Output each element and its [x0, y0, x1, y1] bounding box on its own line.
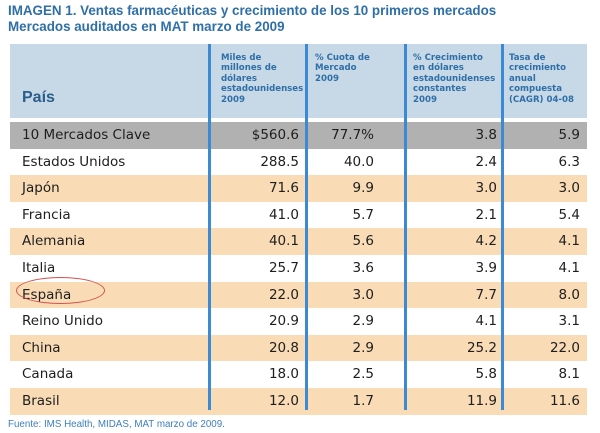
cell-cuota: 2.9 [352, 313, 374, 330]
table-row: Italia 25.7 3.6 3.9 4.1 [10, 255, 587, 282]
cell-crecimiento: 5.8 [475, 366, 497, 383]
header-line: 2009 [315, 73, 339, 84]
cell-pais: 10 Mercados Clave [22, 127, 151, 143]
header-ventas: Miles de millones de dólares estadounide… [221, 53, 303, 105]
cell-pais: Reino Unido [22, 313, 103, 330]
cell-cuota: 1.7 [352, 393, 374, 409]
cell-cuota: 3.0 [352, 286, 374, 303]
header-cagr: Tasa de crecimiento anual compuesta (CAG… [509, 53, 574, 105]
cell-crecimiento: 4.1 [475, 313, 497, 330]
cell-crecimiento: 25.2 [466, 339, 497, 356]
table-header: País Miles de millones de dólares estado… [10, 44, 587, 118]
cell-cuota: 40.0 [343, 153, 374, 170]
column-separator [404, 44, 407, 410]
cell-crecimiento: 11.9 [466, 393, 497, 409]
table-row: Reino Unido 20.9 2.9 4.1 3.1 [10, 308, 587, 335]
cell-cuota: 3.6 [352, 260, 374, 276]
cell-crecimiento: 2.4 [475, 153, 497, 170]
cell-cagr: 5.4 [558, 206, 580, 223]
header-line: crecimiento [509, 63, 567, 74]
cell-cuota: 9.9 [352, 180, 374, 197]
cell-pais: Japón [22, 180, 60, 197]
column-separator [501, 44, 504, 410]
cell-ventas: 20.9 [268, 313, 299, 330]
cell-ventas: 20.8 [268, 339, 299, 356]
cell-crecimiento: 7.7 [475, 286, 497, 303]
cell-crecimiento: 4.2 [475, 233, 497, 250]
cell-cagr: 5.9 [558, 127, 580, 143]
cell-crecimiento: 3.9 [475, 260, 497, 276]
header-cuota: % Cuota de Mercado 2009 [315, 53, 370, 84]
header-line: anual [509, 73, 536, 84]
figure-title-line2: Mercados auditados en MAT marzo de 2009 [8, 18, 285, 34]
header-line: en dólares [413, 63, 464, 74]
cell-ventas: 12.0 [268, 393, 299, 409]
table-row: China 20.8 2.9 25.2 22.0 [10, 334, 587, 362]
cell-ventas: 25.7 [268, 260, 299, 276]
header-line: Tasa de [509, 53, 546, 63]
header-line: dólares [221, 73, 257, 84]
cell-cuota: 5.7 [352, 206, 374, 223]
cell-cuota: 2.9 [352, 339, 374, 356]
table-row: Alemania 40.1 5.6 4.2 4.1 [10, 228, 587, 255]
highlight-oval [16, 277, 105, 304]
cell-cuota: 77.7% [331, 127, 374, 143]
table-row: España 22.0 3.0 7.7 8.0 [10, 281, 587, 309]
figure-title: IMAGEN 1. Ventas farmacéuticas y crecimi… [8, 3, 593, 34]
cell-ventas: 41.0 [268, 206, 299, 223]
header-line: (CAGR) 04-08 [509, 94, 574, 105]
column-separator [305, 44, 308, 410]
cell-cagr: 22.0 [549, 339, 580, 356]
header-line: millones de [221, 63, 277, 74]
table-row: Brasil 12.0 1.7 11.9 11.6 [10, 388, 587, 415]
table-row: Japón 71.6 9.9 3.0 3.0 [10, 175, 587, 202]
cell-ventas: 40.1 [268, 233, 299, 250]
cell-cuota: 5.6 [352, 233, 374, 250]
header-line: Mercado [315, 63, 357, 74]
header-line: Miles de [221, 53, 262, 63]
header-pais: País [22, 89, 55, 106]
market-table: País Miles de millones de dólares estado… [10, 44, 587, 415]
cell-ventas: 18.0 [268, 366, 299, 383]
figure-title-line1: IMAGEN 1. Ventas farmacéuticas y crecimi… [8, 3, 497, 18]
cell-pais: Canada [22, 366, 74, 383]
table-row: 10 Mercados Clave $560.6 77.7% 3.8 5.9 [10, 122, 587, 149]
cell-cagr: 11.6 [549, 393, 580, 409]
header-line: estadounidenses [221, 84, 304, 95]
cell-pais: China [22, 339, 61, 356]
cell-pais: Brasil [22, 393, 60, 409]
cell-cuota: 2.5 [352, 366, 374, 383]
header-line: estadounidenses [413, 73, 496, 84]
cell-cagr: 4.1 [558, 233, 580, 250]
column-separator [208, 44, 211, 410]
header-line: 2009 [221, 94, 245, 105]
cell-cagr: 3.0 [558, 180, 580, 197]
table-row: Estados Unidos 288.5 40.0 2.4 6.3 [10, 148, 587, 176]
cell-pais: Estados Unidos [22, 153, 126, 170]
header-crecimiento: % Crecimiento en dólares estadounidenses… [413, 53, 495, 105]
cell-cagr: 6.3 [558, 153, 580, 170]
header-line: 2009 [413, 94, 437, 105]
cell-crecimiento: 2.1 [475, 206, 497, 223]
table-row: Francia 41.0 5.7 2.1 5.4 [10, 201, 587, 229]
cell-cagr: 3.1 [558, 313, 580, 330]
cell-crecimiento: 3.0 [475, 180, 497, 197]
cell-cagr: 8.1 [558, 366, 580, 383]
source-note: Fuente: IMS Health, MIDAS, MAT marzo de … [8, 419, 225, 430]
header-line: compuesta [509, 84, 563, 95]
cell-pais: Italia [22, 260, 56, 276]
cell-ventas: 71.6 [268, 180, 299, 197]
cell-cagr: 8.0 [558, 286, 580, 303]
header-line: % Crecimiento [413, 53, 483, 63]
cell-pais: Francia [22, 206, 71, 223]
table-row: Canada 18.0 2.5 5.8 8.1 [10, 361, 587, 388]
header-line: constantes [413, 84, 467, 95]
header-line: % Cuota de [315, 53, 370, 63]
cell-crecimiento: 3.8 [475, 127, 497, 143]
cell-ventas: 22.0 [268, 286, 299, 303]
cell-ventas: 288.5 [260, 153, 299, 170]
cell-ventas: $560.6 [251, 127, 299, 143]
cell-pais: Alemania [22, 233, 86, 250]
cell-cagr: 4.1 [558, 260, 580, 276]
